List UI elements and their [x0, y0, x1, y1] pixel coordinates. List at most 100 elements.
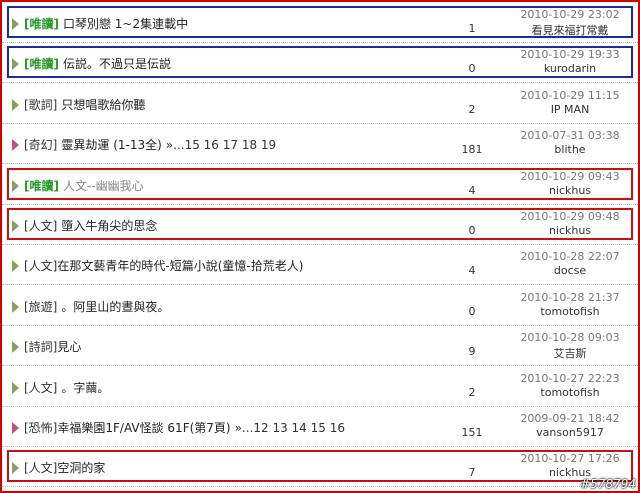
- topic-title[interactable]: 。字繭。: [61, 380, 110, 395]
- topic-title-cell: [恐怖]幸福樂園1F/AV怪談 61F(第7頁) »...12 13 14 15 …: [24, 419, 345, 436]
- last-post-date: 2010-10-29 19:33: [520, 48, 620, 62]
- reply-count: 2: [468, 385, 476, 399]
- topic-title-cell: [人文]空洞的家: [24, 459, 105, 476]
- topic-tag: [人文]: [24, 380, 58, 395]
- topic-title-cell: [歌詞] 只想唱歌給你聽: [24, 96, 145, 113]
- last-post-author[interactable]: IP MAN: [550, 102, 590, 116]
- topic-title[interactable]: 在那文藝青年的時代-短篇小說(童憶-拾荒老人): [57, 259, 304, 274]
- topic-row: [奇幻] 靈異劫運 (1-13全) »...15 16 17 18 19 181 201…: [2, 124, 638, 165]
- reply-count: 2: [468, 102, 476, 116]
- topic-row: [人文]在那文藝青年的時代-短篇小說(童憶-拾荒老人) 4 2010-10-28 2…: [2, 245, 638, 286]
- topic-row: [歌詞] 只想唱歌給你聽 2 2010-10-29 11:15 IP MAN: [2, 84, 638, 124]
- reply-count: 4: [468, 183, 476, 197]
- last-post-date: 2010-10-28 22:07: [520, 250, 620, 264]
- reply-count: 4: [468, 264, 476, 278]
- last-post-author[interactable]: 看見來福打常戴: [531, 24, 609, 37]
- last-post-date: 2009-09-21 18:42: [520, 412, 620, 425]
- topic-row: [人文]空洞的家 7 2010-10-27 17:26 nickhus: [2, 447, 638, 488]
- topic-icon: [12, 179, 19, 192]
- highlight-box: [7, 46, 633, 79]
- topic-tag: [恐怖]: [24, 421, 58, 435]
- page-links[interactable]: »...15 16 17 18 19: [165, 138, 277, 153]
- topic-tag: [人文]: [24, 461, 58, 476]
- topic-title[interactable]: 見心: [57, 340, 82, 355]
- last-post-date: 2010-10-29 09:43: [520, 169, 620, 183]
- page-links[interactable]: »...12 13 14 15 16: [234, 421, 345, 435]
- reply-count: 0: [468, 62, 476, 76]
- topic-tag: [歌詞]: [24, 97, 58, 112]
- reply-count: 151: [461, 426, 483, 439]
- last-post-date: 2010-10-29 23:02: [520, 8, 620, 21]
- topic-tag: [唯讀]: [24, 57, 59, 72]
- topic-title[interactable]: 靈異劫運 (1-13全): [61, 138, 162, 153]
- topic-icon: [12, 139, 19, 152]
- topic-title[interactable]: 空洞的家: [57, 461, 106, 476]
- topic-title-cell: [人文] 墮入牛角尖的思念: [24, 217, 157, 234]
- reply-count: 181: [461, 143, 483, 157]
- topic-title[interactable]: 。阿里山的晝與夜。: [61, 299, 170, 314]
- topic-title-cell: [唯讀] 人文--幽幽我心: [24, 177, 144, 194]
- reply-count: 9: [468, 345, 476, 359]
- last-post-date: 2010-10-27 22:23: [520, 371, 620, 385]
- topic-row: [人文] 墮入牛角尖的思念 0 2010-10-29 09:48 nickhus: [2, 205, 638, 245]
- topic-row: [恐怖]幸福樂園1F/AV怪談 61F(第7頁) »...12 13 14 15 …: [2, 407, 638, 447]
- last-post-author[interactable]: docse: [553, 264, 587, 278]
- topic-icon: [12, 300, 19, 313]
- topic-row: [唯讀] 伝説。不過只是伝説 0 2010-10-29 19:33 kurodarin: [2, 43, 638, 84]
- last-post-author[interactable]: kurodarin: [543, 62, 597, 76]
- topic-row: [唯讀] 人文--幽幽我心 4 2010-10-29 09:43 nickhus: [2, 165, 638, 205]
- topic-icon: [12, 341, 19, 354]
- last-post-author[interactable]: tomotofish: [540, 304, 600, 318]
- topic-icon: [12, 18, 19, 30]
- topic-title[interactable]: 伝説。不過只是伝説: [62, 57, 171, 72]
- topic-title-cell: [詩詞]見心: [24, 338, 81, 355]
- last-post-author[interactable]: 艾吉斯: [553, 347, 587, 361]
- topic-title[interactable]: 幸福樂園1F/AV怪談 61F(第7頁): [57, 421, 231, 435]
- last-post-date: 2010-10-29 11:15: [520, 88, 620, 102]
- topic-title-cell: [旅遊] 。阿里山的晝與夜。: [24, 298, 169, 315]
- topic-title-cell: [唯讀] 口琴別戀 1~2集連載中: [24, 15, 188, 32]
- topic-title[interactable]: 人文--幽幽我心: [62, 178, 144, 193]
- last-post-author[interactable]: vanson5917: [536, 426, 604, 439]
- topic-title-cell: [人文]在那文藝青年的時代-短篇小說(童憶-拾荒老人): [24, 257, 303, 274]
- topic-tag: [詩詞]: [24, 340, 58, 355]
- last-post-date: 2010-10-29 09:48: [520, 210, 620, 223]
- last-post-date: 2010-10-28 09:03: [520, 331, 620, 345]
- topic-tag: [人文]: [24, 219, 58, 233]
- topic-tag: [人文]: [24, 259, 58, 274]
- topic-tag: [旅遊]: [24, 299, 58, 314]
- last-post-author[interactable]: nickhus: [548, 466, 592, 480]
- topic-icon: [12, 381, 19, 394]
- topic-tag: [奇幻]: [24, 138, 58, 153]
- last-post-author[interactable]: nickhus: [548, 224, 592, 237]
- topic-icon: [12, 220, 19, 232]
- reply-count: 0: [468, 224, 476, 237]
- highlight-box: [7, 167, 633, 200]
- topic-icon: [12, 422, 19, 434]
- watermark: #578794: [580, 477, 636, 491]
- topic-tag: [唯讀]: [24, 17, 59, 31]
- last-post-author[interactable]: tomotofish: [540, 385, 600, 399]
- topic-tag: [唯讀]: [24, 178, 59, 193]
- reply-count: 0: [468, 304, 476, 318]
- reply-count: 7: [468, 466, 476, 480]
- topic-row: [唯讀] 口琴別戀 1~2集連載中 1 2010-10-29 23:02 看見來福打常戴: [2, 3, 638, 43]
- topic-row: [人文] 。字繭。 2 2010-10-27 22:23 tomotofish: [2, 367, 638, 407]
- highlight-box: [7, 450, 633, 483]
- last-post-author[interactable]: blithe: [554, 143, 586, 157]
- topic-title-cell: [人文] 。字繭。: [24, 379, 109, 396]
- topic-title[interactable]: 口琴別戀 1~2集連載中: [62, 17, 189, 31]
- last-post-date: 2010-10-27 17:26: [520, 452, 620, 466]
- topic-row: [旅遊] 。阿里山的晝與夜。 0 2010-10-28 21:37 tomotofish: [2, 286, 638, 326]
- topic-title-cell: [奇幻] 靈異劫運 (1-13全) »...15 16 17 18 19: [24, 136, 276, 153]
- topic-title[interactable]: 墮入牛角尖的思念: [61, 219, 158, 233]
- topic-icon: [12, 260, 19, 273]
- last-post-author[interactable]: nickhus: [548, 183, 592, 197]
- topic-icon: [12, 58, 19, 71]
- highlight-box: [7, 208, 633, 240]
- reply-count: 1: [468, 22, 476, 35]
- last-post-date: 2010-07-31 03:38: [520, 129, 620, 143]
- topic-title-cell: [唯讀] 伝説。不過只是伝説: [24, 55, 171, 72]
- topic-title[interactable]: 只想唱歌給你聽: [61, 97, 146, 112]
